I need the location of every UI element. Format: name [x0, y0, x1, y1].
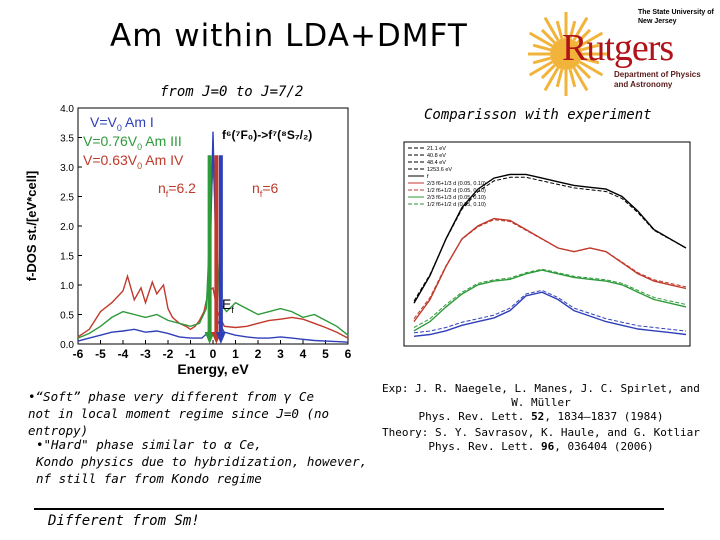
experiment-legend-label: 1/2 f6+1/2 d (0.05, 0.10)	[427, 202, 486, 208]
sun-ray	[579, 60, 604, 77]
experiment-legend-label: 1/2 f6+1/2 d (0.05, 0.10)	[427, 188, 486, 194]
bullet-soft-line-2: not in local moment regime since J=0 (no…	[28, 406, 330, 438]
sun-ray	[568, 69, 577, 88]
sun-ray	[572, 16, 589, 41]
y-tick-label: 2.0	[60, 222, 74, 233]
bullet-hard-line-3: nf still far from Kondo regime	[36, 471, 262, 486]
sun-ray	[543, 67, 560, 92]
x-tick-label: -1	[185, 347, 196, 361]
experiment-reference: Exp: J. R. Naegele, L. Manes, J. C. Spir…	[376, 382, 706, 424]
x-tick-label: -2	[163, 347, 174, 361]
exp-ref-journal: Phys. Rev. Lett. 52, 1834–1837 (1984)	[418, 410, 664, 423]
footer-divider	[34, 508, 664, 510]
experiment-legend-label: 21.1 eV	[427, 146, 446, 152]
sun-ray	[579, 31, 604, 48]
experiment-series-dashed	[413, 219, 687, 320]
page-subtitle: from J=0 to J=7/2	[160, 84, 304, 100]
theory-reference: Theory: S. Y. Savrasov, K. Haule, and G.…	[376, 426, 706, 454]
sun-ray	[528, 60, 553, 77]
experiment-legend-label: 2/3 f6+1/3 d (0.05, 0.10)	[427, 195, 486, 201]
legend-am-iv: V=0.63V0 Am IV	[83, 152, 184, 171]
theory-ref-journal: Phys. Rev. Lett. 96, 036404 (2006)	[428, 440, 654, 453]
experiment-series-line	[413, 173, 687, 304]
sun-ray	[543, 16, 560, 41]
experiment-legend-label: f	[427, 174, 429, 180]
x-tick-label: -6	[73, 347, 84, 361]
bullet-hard-line-2: Kondo physics due to hybridization, howe…	[36, 454, 368, 469]
nf-left-annotation: nf=6.2	[158, 180, 196, 199]
nf-right-annotation: nf=6	[252, 180, 279, 199]
experiment-heading: Comparisson with experiment	[424, 107, 652, 123]
x-tick-label: 2	[255, 347, 262, 361]
dos-series-line	[77, 131, 349, 343]
sun-ray	[576, 64, 592, 80]
experiment-series-dashed	[413, 289, 687, 334]
x-axis-label: Energy, eV	[177, 361, 249, 377]
y-tick-label: 0.5	[60, 311, 74, 322]
logo-university-label: The State University of New Jersey	[638, 9, 714, 25]
rutgers-sun-logo-icon	[528, 12, 608, 96]
experiment-legend-label: 40.8 eV	[427, 153, 446, 159]
experiment-legend-label: 48.4 eV	[427, 160, 446, 166]
x-tick-label: -3	[140, 347, 151, 361]
dos-chart: -6 -5 -4 -3 -2 -1 0 1 2 3 4 5 6 0.0 0.5 1.0 1.5 2.0 2.5 3.0…	[24, 104, 352, 377]
sun-ray	[572, 67, 589, 92]
sun-ray	[576, 28, 592, 44]
experiment-series-line	[413, 291, 687, 337]
experiment-legend-label: 1253.6 eV	[427, 167, 452, 173]
transition-annotation: f⁶(⁷F₀)->f⁷(⁸S₇/₂)	[222, 128, 313, 142]
bullet-soft-line-1: •“Soft” phase very different from γ Ce	[28, 389, 314, 404]
sun-disc	[550, 38, 582, 70]
sun-ray	[540, 28, 556, 44]
experiment-series-line	[413, 269, 687, 332]
bullet-hard-phase: •"Hard" phase similar to α Ce, Kondo phy…	[36, 436, 376, 487]
legend-am-iii: V=0.76V0 Am III	[83, 133, 182, 152]
y-tick-label: 3.0	[60, 163, 74, 174]
dos-series-line	[77, 273, 349, 339]
sun-ray	[532, 56, 551, 65]
exp-ref-authors: Exp: J. R. Naegele, L. Manes, J. C. Spir…	[382, 382, 700, 409]
sun-ray	[532, 43, 551, 52]
experiment-legend-label: 2/3 f6+1/3 d (0.05, 0.10)	[427, 181, 486, 187]
x-tick-label: 5	[322, 347, 329, 361]
x-tick-label: 4	[300, 347, 307, 361]
y-tick-label: 4.0	[60, 104, 74, 115]
sun-ray	[581, 56, 600, 65]
sun-ray	[555, 20, 564, 39]
dos-series-line	[77, 161, 349, 339]
sun-ray	[528, 31, 553, 48]
sun-ray	[555, 69, 564, 88]
x-tick-label: 1	[232, 347, 239, 361]
fermi-level-label: Ef	[222, 296, 234, 315]
x-tick-label: 3	[277, 347, 284, 361]
theory-ref-authors: Theory: S. Y. Savrasov, K. Haule, and G.…	[382, 426, 700, 439]
logo-wordmark: Rutgers	[562, 27, 674, 69]
x-tick-label: -4	[118, 347, 129, 361]
sun-ray	[581, 43, 600, 52]
y-tick-label: 0.0	[60, 340, 74, 351]
nf-marker-arrowhead	[204, 332, 215, 344]
sun-ray	[568, 20, 577, 39]
experiment-series-dashed	[413, 176, 687, 302]
experiment-plot-frame	[403, 141, 691, 347]
x-tick-label: -5	[95, 347, 106, 361]
logo-department: Department of Physics and Astronomy	[614, 70, 701, 89]
page-title: Am within LDA+DMFT	[110, 18, 468, 54]
y-tick-label: 1.0	[60, 281, 74, 292]
experiment-series-dashed	[413, 268, 687, 328]
y-axis-label: f-DOS st./[eV*cell]	[24, 171, 39, 282]
x-tick-label: 6	[345, 347, 352, 361]
footer-note: Different from Sm!	[48, 513, 200, 529]
x-tick-label: 0	[210, 347, 217, 361]
y-tick-label: 1.5	[60, 252, 74, 263]
bullet-soft-phase: •“Soft” phase very different from γ Ce n…	[28, 388, 368, 439]
y-tick-label: 3.5	[60, 134, 74, 145]
bullet-hard-line-1: •"Hard" phase similar to α Ce,	[36, 437, 262, 452]
y-tick-label: 2.5	[60, 193, 74, 204]
nf-marker-arrowhead	[215, 332, 226, 344]
legend-am-i: V=V0 Am I	[90, 114, 154, 133]
sun-ray	[540, 64, 556, 80]
